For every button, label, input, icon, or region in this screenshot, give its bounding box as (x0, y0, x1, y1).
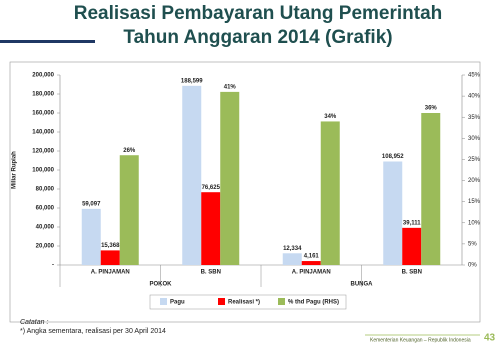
bar (100, 250, 120, 265)
bar (301, 261, 321, 265)
value-label: 59,097 (82, 201, 101, 207)
bar (320, 121, 340, 265)
legend-label: Pagu (170, 300, 185, 306)
legend-frame (149, 294, 347, 310)
y-axis-label: Miliar Rupiah (12, 151, 18, 189)
y-tick-label: 80,000 (36, 187, 55, 193)
bar (220, 91, 240, 265)
legend-swatch (218, 298, 225, 305)
y-tick-label: 140,000 (32, 130, 54, 136)
value-label: 39,111 (403, 220, 421, 226)
legend-label: % thd Pagu (RHS) (288, 300, 339, 306)
bar (421, 113, 441, 265)
decor-bar (0, 40, 95, 43)
x-tick-label: B. SBN (402, 270, 422, 276)
x-tick-label: A. PINJAMAN (91, 270, 130, 276)
bar (119, 155, 139, 265)
y2-tick-label: 40% (468, 94, 481, 100)
bar (282, 253, 302, 265)
value-label: 41% (224, 84, 237, 90)
chart-frame (9, 61, 481, 323)
y2-tick-label: 10% (468, 220, 481, 226)
y2-tick-label: 45% (468, 73, 481, 79)
value-label: 36% (425, 106, 438, 112)
value-label: 188,599 (181, 78, 203, 84)
note: *) Angka sementara, realisasi per 30 Apr… (20, 328, 166, 335)
page-number: 43 (484, 333, 496, 344)
value-label: 34% (324, 114, 337, 120)
y-tick-label: - (52, 263, 54, 269)
y2-tick-label: 25% (468, 157, 481, 163)
y-tick-label: 120,000 (32, 149, 54, 155)
y2-tick-label: 30% (468, 136, 481, 142)
y2-tick-label: 5% (468, 241, 477, 247)
value-label: 76,625 (202, 185, 221, 191)
y-tick-label: 60,000 (36, 206, 55, 212)
legend-swatch (278, 298, 285, 305)
group-label: POKOK (149, 282, 172, 288)
note: Catatan : (20, 319, 48, 326)
legend-swatch (160, 298, 167, 305)
legend-label: Realisasi *) (228, 300, 260, 306)
y2-tick-label: 35% (468, 115, 481, 121)
y2-tick-label: 15% (468, 199, 481, 205)
y-tick-label: 40,000 (36, 225, 55, 231)
value-label: 12,334 (283, 246, 302, 252)
bar (182, 85, 202, 265)
y-tick-label: 100,000 (32, 168, 54, 174)
bar (201, 192, 221, 265)
bar (402, 227, 422, 265)
group-label: BUNGA (351, 282, 374, 288)
footer-org: Kementerian Keuangan – Republik Indonesi… (370, 337, 471, 343)
y-tick-label: 160,000 (32, 111, 54, 117)
bar (81, 208, 101, 265)
x-tick-label: A. PINJAMAN (292, 270, 331, 276)
value-label: 15,368 (101, 243, 120, 249)
value-label: 26% (123, 148, 136, 154)
x-tick-label: B. SBN (201, 270, 221, 276)
bar (383, 161, 403, 265)
y-tick-label: 180,000 (32, 92, 54, 98)
y-tick-label: 200,000 (32, 73, 54, 79)
y-tick-label: 20,000 (36, 244, 55, 250)
value-label: 4,161 (304, 254, 320, 260)
y2-tick-label: 20% (468, 178, 481, 184)
y2-tick-label: 0% (468, 263, 477, 269)
value-label: 108,952 (382, 154, 404, 160)
chart-subtitle: Tahun Anggaran 2014 (Grafik) (123, 27, 392, 48)
chart-title: Realisasi Pembayaran Utang Pemerintah (74, 3, 443, 24)
